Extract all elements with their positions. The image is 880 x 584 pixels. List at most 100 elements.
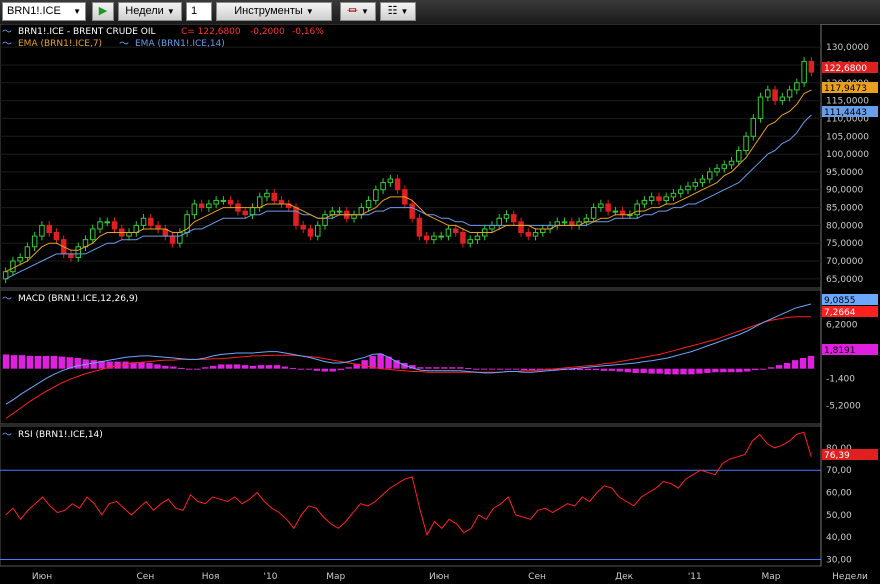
price-tick-label: 90,0000	[826, 186, 863, 196]
candle-body	[155, 224, 161, 230]
rsi-badge-bg	[822, 449, 878, 460]
x-axis-tick-label: Мар	[761, 572, 780, 582]
ema14-legend-icon: 〜	[119, 39, 129, 50]
chart-type-button[interactable]: ⏛ ▼	[340, 2, 376, 21]
macd-panel	[0, 289, 822, 425]
macd-histogram-bar	[465, 367, 472, 369]
macd-histogram-bar	[417, 367, 424, 369]
candle-body	[97, 221, 103, 230]
candle-body	[460, 232, 466, 244]
candle-body	[423, 235, 430, 241]
macd-histogram-bar	[449, 367, 456, 369]
macd-histogram-bar	[632, 368, 639, 373]
candle-body	[452, 228, 459, 234]
candle-body	[786, 89, 793, 98]
macd-histogram-bar	[154, 364, 161, 369]
candle-body	[394, 178, 401, 191]
ema14-badge-bg	[822, 106, 878, 117]
price-tick-label: 130,0000	[826, 43, 869, 53]
macd-histogram-bar	[162, 365, 169, 369]
indicators-button[interactable]: ☷ ▼	[380, 2, 416, 21]
macd-histogram-bar	[10, 355, 18, 369]
macd-histogram-bar	[273, 365, 281, 369]
chevron-down-icon: ▼	[73, 7, 81, 16]
candle-body	[300, 224, 306, 230]
macd-histogram-bar	[504, 368, 512, 370]
hist-badge: 1,8191	[824, 346, 856, 356]
macd-histogram-bar	[640, 368, 647, 373]
macd-histogram-bar	[353, 363, 360, 369]
candle-body	[416, 217, 423, 237]
candle-body	[17, 256, 23, 262]
chart-area[interactable]: 130,0000125,0000120,0000115,0000110,0000…	[0, 24, 880, 584]
candle-body	[140, 217, 147, 226]
rsi-tick-label: 30,00	[826, 556, 852, 566]
candle-body	[307, 228, 314, 237]
macd-line	[5, 303, 812, 405]
candle-body	[656, 196, 662, 201]
candle-body	[706, 171, 713, 180]
macd-histogram-bar	[210, 365, 217, 369]
candle-body	[489, 224, 495, 230]
macd-histogram-bar	[34, 355, 42, 369]
macd-histogram-bar	[66, 357, 73, 369]
candle-body	[569, 221, 575, 226]
ema7-badge: 117,9473	[824, 84, 867, 94]
macd-histogram-bar	[233, 364, 241, 369]
candle-body	[271, 192, 277, 201]
go-button[interactable]: ▶	[92, 2, 114, 21]
candle-body	[191, 203, 198, 216]
candle-body	[46, 224, 52, 234]
macd-histogram-bar	[146, 362, 153, 369]
candle-body	[365, 199, 372, 209]
candle-body	[213, 199, 219, 205]
candle-body	[467, 239, 473, 244]
macd-histogram-bar	[50, 355, 57, 369]
macd-histogram-bar	[489, 368, 496, 370]
macd-histogram-bar	[520, 368, 528, 371]
macd-histogram-bar	[194, 368, 201, 370]
candle-body	[242, 210, 248, 216]
macd-histogram-bar	[218, 364, 225, 369]
macd-legend: 〜 MACD (BRN1!.ICE,12,26,9)	[2, 294, 138, 305]
macd-histogram-bar	[688, 368, 695, 375]
macd-histogram-bar	[401, 362, 408, 369]
signal-line	[5, 316, 811, 419]
candle-body	[431, 235, 437, 241]
candle-body	[104, 221, 111, 224]
candle-body	[53, 232, 60, 241]
hist-badge-bg	[822, 344, 878, 355]
candle-body	[561, 221, 568, 224]
macd-badge: 9,0855	[824, 296, 856, 306]
macd-histogram-bar	[425, 367, 432, 369]
instruments-dropdown[interactable]: Инструменты ▼	[216, 2, 332, 21]
macd-histogram-bar	[18, 355, 26, 369]
macd-histogram-bar	[114, 361, 121, 369]
period-dropdown[interactable]: Недели ▼	[118, 2, 182, 21]
macd-histogram-bar	[385, 356, 392, 369]
macd-histogram-bar	[265, 365, 273, 369]
candle-body	[206, 203, 212, 209]
macd-histogram-bar	[393, 360, 400, 369]
symbol-label: BRN1!.ICE - BRENT CRUDE OIL	[18, 27, 156, 37]
macd-histogram-bar	[58, 356, 65, 369]
macd-histogram-bar	[568, 368, 576, 371]
macd-histogram-bar	[313, 368, 321, 371]
candle-body	[554, 221, 561, 226]
macd-histogram-bar	[672, 368, 679, 375]
macd-histogram-bar	[289, 367, 297, 369]
candle-body	[808, 60, 815, 73]
macd-histogram-bar	[130, 362, 137, 369]
candle-body	[24, 246, 31, 258]
instruments-label: Инструменты	[234, 5, 303, 17]
macd-histogram-bar	[536, 368, 544, 371]
candle-body	[511, 214, 517, 223]
candle-body	[641, 199, 648, 205]
symbol-field[interactable]: BRN1!.ICE ▼	[2, 2, 86, 21]
period-count-field[interactable]: 1	[186, 2, 212, 21]
macd-histogram-bar	[799, 358, 807, 369]
rsi-legend-icon: 〜	[2, 430, 12, 441]
macd-histogram-bar	[377, 353, 384, 369]
macd-histogram-bar	[720, 368, 727, 373]
caret-down-icon: ▼	[400, 7, 409, 16]
